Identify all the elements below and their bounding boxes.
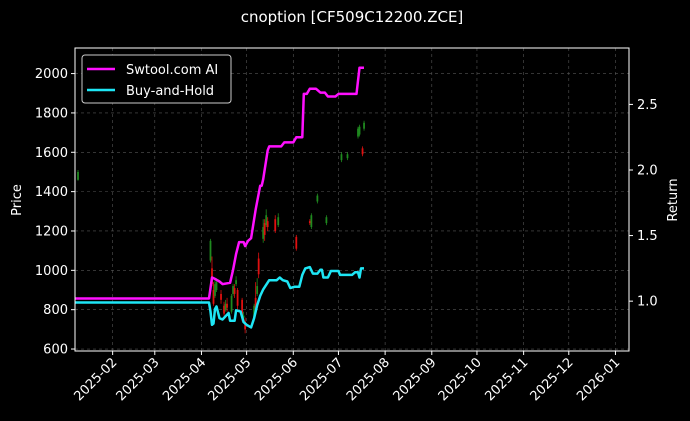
y-axis-label: Price [10, 184, 25, 216]
candle-body [226, 303, 228, 308]
candle-body [363, 122, 365, 129]
candle-body [308, 221, 311, 224]
candle-body [295, 236, 298, 249]
candle-body [316, 195, 319, 202]
candle-body [346, 154, 349, 159]
candle-body [236, 290, 239, 306]
candle-body [262, 227, 265, 239]
candle-body [211, 268, 213, 285]
candle-body [224, 303, 227, 310]
candle-body [233, 288, 236, 294]
candle-body [241, 299, 244, 318]
candle-body [244, 321, 247, 330]
series-lines [75, 66, 364, 329]
candle-body [253, 305, 256, 318]
candle-body [265, 215, 268, 226]
candle-body [257, 258, 260, 275]
y2-tick-label: 1.0 [637, 295, 658, 310]
candle-body [254, 297, 257, 310]
candle-body [340, 154, 343, 161]
series-line-ai [75, 66, 364, 300]
candle-body [220, 293, 222, 300]
y-tick-label: 1000 [35, 264, 68, 279]
candle-body [310, 215, 313, 228]
candle-body [235, 280, 237, 285]
y-tick-label: 1600 [35, 146, 68, 161]
candles [77, 120, 365, 334]
candle-body [361, 148, 364, 155]
candle-body [325, 217, 328, 224]
candle-body [256, 286, 259, 294]
legend: Swtool.com AI Buy-and-Hold [81, 54, 232, 104]
y-tick-label: 800 [43, 303, 68, 318]
right-axis-ticks: 1.0 1.5 2.0 2.5 [629, 98, 658, 310]
legend-box [81, 54, 232, 104]
y-tick-label: 1800 [35, 106, 68, 121]
candle-body [209, 240, 212, 261]
candle-body [232, 286, 234, 294]
chart-title: cnoption [CF509C12200.ZCE] [241, 8, 464, 26]
y2-axis-label: Return [666, 178, 681, 221]
candle-body [223, 305, 225, 314]
candle-body [242, 315, 245, 318]
legend-label-buy-hold: Buy-and-Hold [126, 84, 214, 99]
y2-tick-label: 2.0 [637, 163, 658, 178]
candle-body [277, 217, 280, 226]
candle-body [263, 223, 266, 235]
series-line-buy-hold [75, 265, 364, 329]
candle-body [358, 126, 361, 135]
grid [75, 48, 629, 351]
y2-tick-label: 2.5 [637, 98, 658, 113]
y-tick-label: 1400 [35, 185, 68, 200]
y2-tick-label: 1.5 [637, 229, 658, 244]
candle-body [215, 282, 218, 291]
y-tick-label: 1200 [35, 224, 68, 239]
candle-body [214, 284, 216, 296]
candle-body [77, 171, 79, 180]
left-axis-ticks: 600 800 1000 1200 1400 1600 1800 2000 [35, 67, 75, 358]
y-tick-label: 2000 [35, 67, 68, 82]
plot-frame [74, 47, 630, 352]
y-tick-label: 600 [43, 343, 68, 358]
legend-label-ai: Swtool.com AI [126, 63, 218, 78]
candle-body [212, 290, 215, 304]
candle-body [266, 221, 269, 228]
candle-body [357, 128, 359, 137]
candle-body [274, 219, 277, 231]
candle-body [230, 295, 233, 312]
